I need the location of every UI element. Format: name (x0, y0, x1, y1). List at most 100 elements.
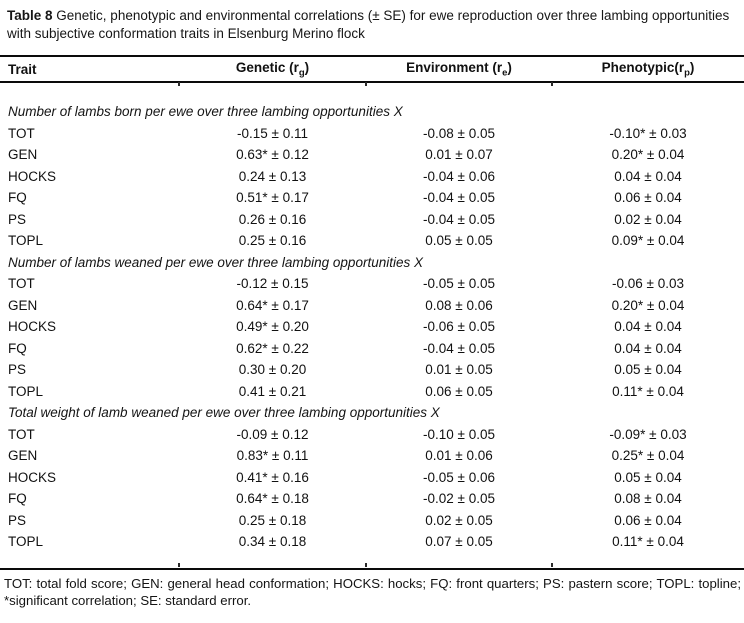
header-environment-subscript: e (502, 67, 508, 79)
phenotypic-cell: 0.04 ± 0.04 (614, 340, 682, 356)
trait-cell: HOCKS (8, 319, 57, 335)
trait-cell: TOPL (8, 534, 44, 550)
header-environment-text: Environment (r (406, 59, 503, 75)
table-caption: Table 8 Genetic, phenotypic and environm… (0, 7, 744, 42)
header-phenotypic-text: Phenotypic(r (601, 59, 685, 75)
environment-cell: -0.04 ± 0.06 (423, 168, 495, 184)
column-divider-tick (551, 82, 553, 86)
phenotypic-cell: 0.05 ± 0.04 (614, 469, 682, 485)
table-row: TOT -0.15 ± 0.11 -0.08 ± 0.05 -0.10* ± 0… (0, 123, 744, 145)
genetic-cell: 0.25 ± 0.16 (238, 233, 307, 249)
environment-cell: -0.04 ± 0.05 (423, 211, 495, 227)
environment-cell: 0.08 ± 0.06 (425, 297, 493, 313)
table-row: GEN 0.83* ± 0.11 0.01 ± 0.06 0.25* ± 0.0… (0, 445, 744, 467)
column-divider-tick (551, 562, 553, 567)
phenotypic-cell: 0.20* ± 0.04 (611, 147, 685, 163)
environment-cell: -0.05 ± 0.06 (423, 469, 495, 485)
trait-cell: TOT (8, 276, 35, 292)
table-row: FQ 0.62* ± 0.22 -0.04 ± 0.05 0.04 ± 0.04 (0, 338, 744, 360)
trait-cell: FQ (8, 340, 27, 356)
trait-cell: GEN (8, 147, 38, 163)
table-row: TOT -0.09 ± 0.12 -0.10 ± 0.05 -0.09* ± 0… (0, 424, 744, 446)
genetic-cell: 0.34 ± 0.18 (238, 534, 307, 550)
table-header-row: Trait Genetic (rg) Environment (re) Phen… (0, 55, 744, 86)
table-row: TOPL 0.41 ± 0.21 0.06 ± 0.05 0.11* ± 0.0… (0, 381, 744, 403)
environment-cell: -0.02 ± 0.05 (423, 491, 495, 507)
environment-cell: 0.06 ± 0.05 (425, 383, 493, 399)
document-page: Table 8 Genetic, phenotypic and environm… (0, 7, 744, 608)
table-row: TOPL 0.25 ± 0.16 0.05 ± 0.05 0.09* ± 0.0… (0, 230, 744, 252)
table-row: HOCKS 0.49* ± 0.20 -0.06 ± 0.05 0.04 ± 0… (0, 316, 744, 338)
table-row: HOCKS 0.41* ± 0.16 -0.05 ± 0.06 0.05 ± 0… (0, 467, 744, 489)
genetic-cell: 0.24 ± 0.13 (238, 168, 307, 184)
header-genetic-text: Genetic (r (235, 59, 299, 75)
header-genetic-close: ) (304, 59, 310, 75)
phenotypic-cell: 0.25* ± 0.04 (611, 448, 685, 464)
trait-cell: TOPL (8, 233, 44, 249)
genetic-cell: 0.63* ± 0.12 (236, 147, 309, 163)
header-environment-close: ) (507, 59, 512, 75)
trait-cell: TOT (8, 426, 35, 442)
phenotypic-cell: -0.09* ± 0.03 (609, 426, 687, 442)
section-lambs-weaned: Number of lambs weaned per ewe over thre… (0, 252, 744, 403)
phenotypic-cell: -0.10* ± 0.03 (609, 125, 687, 141)
genetic-cell: 0.30 ± 0.20 (238, 362, 307, 378)
environment-cell: 0.01 ± 0.05 (425, 362, 493, 378)
trait-cell: FQ (8, 491, 27, 507)
environment-cell: 0.02 ± 0.05 (425, 512, 493, 528)
phenotypic-cell: 0.04 ± 0.04 (614, 168, 682, 184)
table-row: PS 0.30 ± 0.20 0.01 ± 0.05 0.05 ± 0.04 (0, 359, 744, 381)
phenotypic-cell: 0.06 ± 0.04 (614, 190, 682, 206)
genetic-cell: -0.12 ± 0.15 (236, 276, 309, 292)
column-divider-tick (178, 562, 180, 567)
trait-cell: TOPL (8, 383, 44, 399)
genetic-cell: -0.15 ± 0.11 (237, 125, 308, 141)
section-lambs-born: Number of lambs born per ewe over three … (0, 101, 744, 252)
phenotypic-cell: 0.02 ± 0.04 (614, 211, 682, 227)
environment-cell: 0.05 ± 0.05 (425, 233, 493, 249)
genetic-cell: 0.41 ± 0.21 (238, 383, 307, 399)
trait-cell: GEN (8, 297, 38, 313)
environment-cell: -0.06 ± 0.05 (423, 319, 495, 335)
table-row: GEN 0.64* ± 0.17 0.08 ± 0.06 0.20* ± 0.0… (0, 295, 744, 317)
section-weight-weaned: Total weight of lamb weaned per ewe over… (0, 402, 744, 553)
column-divider-tick (365, 82, 367, 86)
correlation-table: Trait Genetic (rg) Environment (re) Phen… (0, 55, 744, 570)
trait-cell: TOT (8, 125, 35, 141)
environment-cell: 0.01 ± 0.07 (425, 147, 493, 163)
section-heading: Number of lambs weaned per ewe over thre… (8, 254, 423, 270)
phenotypic-cell: 0.04 ± 0.04 (614, 319, 682, 335)
column-header-trait: Trait (8, 61, 37, 77)
genetic-cell: -0.09 ± 0.12 (236, 426, 309, 442)
genetic-cell: 0.51* ± 0.17 (236, 190, 309, 206)
table-row: FQ 0.51* ± 0.17 -0.04 ± 0.05 0.06 ± 0.04 (0, 187, 744, 209)
environment-cell: -0.05 ± 0.05 (423, 276, 495, 292)
phenotypic-cell: 0.11* ± 0.04 (612, 383, 684, 399)
genetic-cell: 0.25 ± 0.18 (238, 512, 307, 528)
genetic-cell: 0.64* ± 0.17 (236, 297, 309, 313)
environment-cell: -0.08 ± 0.05 (423, 125, 495, 141)
trait-cell: HOCKS (8, 469, 57, 485)
table-row: PS 0.25 ± 0.18 0.02 ± 0.05 0.06 ± 0.04 (0, 510, 744, 532)
genetic-cell: 0.49* ± 0.20 (236, 319, 309, 335)
phenotypic-cell: 0.09* ± 0.04 (611, 233, 685, 249)
header-phenotypic-subscript: p (684, 67, 690, 79)
column-divider-tick (365, 562, 367, 567)
environment-cell: 0.07 ± 0.05 (425, 534, 493, 550)
column-header-phenotypic: Phenotypic(rp) (552, 60, 744, 79)
environment-cell: 0.01 ± 0.06 (425, 448, 493, 464)
table-bottom-rule (0, 562, 744, 570)
trait-cell: PS (8, 512, 27, 528)
phenotypic-cell: 0.06 ± 0.04 (614, 512, 682, 528)
trait-cell: FQ (8, 190, 27, 206)
header-genetic-subscript: g (298, 67, 305, 79)
section-heading: Total weight of lamb weaned per ewe over… (8, 405, 440, 420)
column-divider-tick (178, 82, 180, 86)
table-caption-label: Table 8 (7, 8, 53, 23)
genetic-cell: 0.41* ± 0.16 (236, 469, 309, 485)
table-body: Number of lambs born per ewe over three … (0, 83, 744, 553)
table-row: HOCKS 0.24 ± 0.13 -0.04 ± 0.06 0.04 ± 0.… (0, 166, 744, 188)
phenotypic-cell: 0.20* ± 0.04 (611, 297, 685, 313)
trait-cell: PS (8, 362, 27, 378)
genetic-cell: 0.64* ± 0.18 (236, 491, 309, 507)
